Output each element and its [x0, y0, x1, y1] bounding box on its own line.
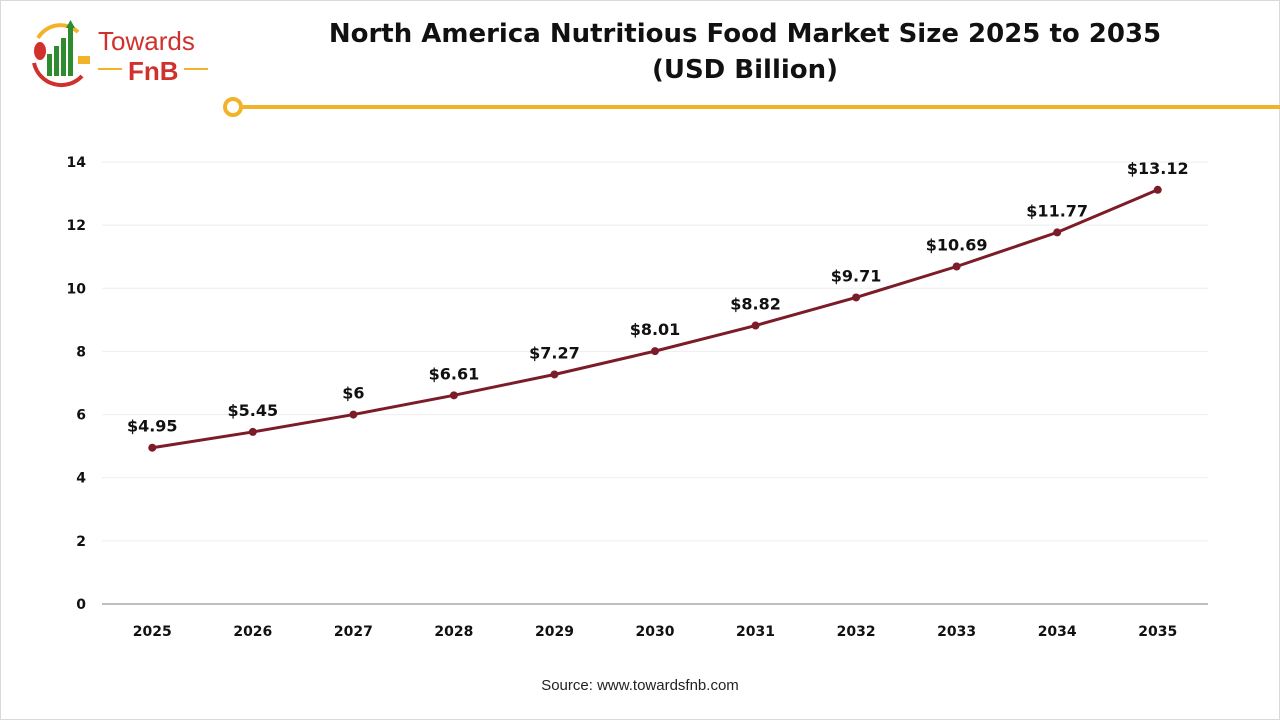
svg-text:Towards: Towards — [98, 26, 195, 56]
x-tick-label: 2033 — [937, 624, 976, 640]
x-tick-label: 2026 — [233, 624, 272, 640]
towards-fnb-logo: Towards FnB — [32, 20, 208, 88]
data-point — [651, 347, 659, 356]
svg-text:FnB: FnB — [128, 56, 179, 86]
data-label: $9.71 — [831, 266, 882, 285]
chart-title-line1: North America Nutritious Food Market Siz… — [328, 19, 1162, 49]
x-tick-label: 2027 — [334, 624, 373, 640]
source-note: Source: www.towardsfnb.com — [541, 677, 739, 694]
data-point — [852, 293, 861, 302]
x-tick-label: 2035 — [1138, 624, 1177, 640]
accent-circle — [223, 97, 243, 117]
data-label: $8.82 — [730, 295, 781, 314]
data-label: $7.27 — [529, 343, 580, 362]
x-tick-label: 2028 — [434, 624, 473, 640]
data-label: $5.45 — [228, 401, 279, 420]
y-tick-label: 6 — [76, 408, 86, 424]
data-label: $6.61 — [429, 364, 480, 383]
data-label: $11.77 — [1026, 201, 1088, 220]
data-point — [751, 321, 760, 330]
data-label: $13.12 — [1127, 159, 1189, 178]
data-label: $8.01 — [630, 320, 681, 339]
x-tick-label: 2032 — [837, 624, 876, 640]
y-tick-label: 8 — [76, 344, 86, 360]
x-tick-label: 2031 — [736, 624, 775, 640]
y-tick-label: 2 — [76, 534, 86, 550]
data-point — [1053, 228, 1062, 237]
y-tick-label: 14 — [67, 155, 87, 171]
y-tick-label: 10 — [67, 281, 87, 297]
y-tick-label: 0 — [76, 597, 86, 613]
data-point — [349, 410, 358, 419]
data-point — [248, 427, 257, 436]
data-point — [952, 262, 961, 271]
chart-title: North America Nutritious Food Market Siz… — [250, 16, 1240, 88]
data-point — [1153, 185, 1162, 194]
x-tick-label: 2029 — [535, 624, 574, 640]
series-line — [152, 188, 1159, 450]
chart-title-line2: (USD Billion) — [651, 55, 839, 85]
data-label: $10.69 — [926, 236, 988, 255]
data-label: $6 — [342, 384, 364, 403]
y-tick-label: 4 — [76, 471, 86, 487]
x-tick-label: 2025 — [133, 624, 172, 640]
data-point — [550, 370, 559, 379]
data-point — [148, 443, 157, 452]
data-label: $4.95 — [127, 417, 178, 436]
y-tick-label: 12 — [67, 218, 86, 234]
x-tick-label: 2034 — [1038, 624, 1077, 640]
x-tick-label: 2030 — [636, 624, 675, 640]
data-point — [449, 391, 458, 400]
